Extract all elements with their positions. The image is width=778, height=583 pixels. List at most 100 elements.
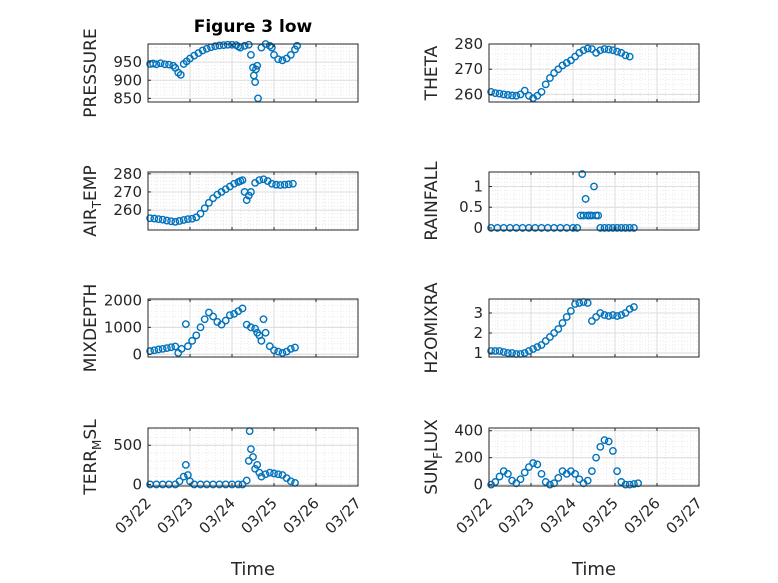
data-point: [575, 299, 584, 307]
data-point: [525, 463, 533, 472]
data-point: [246, 50, 255, 59]
data-point: [200, 315, 209, 324]
axes-background: [489, 299, 699, 357]
data-point: [252, 65, 260, 74]
data-point: [588, 467, 596, 476]
data-point: [583, 299, 592, 307]
y-tick-label: 0: [132, 345, 142, 363]
data-point: [512, 91, 521, 100]
x-tick-label: 03/26: [280, 494, 323, 537]
y-axis-label: MIXDEPTH: [81, 284, 101, 373]
y-axis-label: PRESSURE: [81, 28, 101, 117]
y-tick-label: 0.5: [459, 198, 483, 216]
data-point: [604, 437, 613, 446]
data-point: [537, 469, 546, 478]
data-point: [604, 224, 613, 232]
data-point: [211, 42, 220, 51]
data-point: [550, 479, 558, 488]
data-point: [179, 216, 188, 224]
y-tick-label: 0: [132, 475, 142, 493]
x-tick-label: 03/27: [663, 494, 706, 537]
data-point: [508, 349, 516, 357]
data-point: [613, 467, 621, 476]
x-tick-label: 03/25: [238, 494, 281, 537]
data-point: [503, 349, 512, 357]
data-point: [550, 329, 558, 337]
y-tick-label: 1: [473, 178, 483, 196]
data-point: [291, 343, 299, 352]
data-point: [499, 90, 508, 99]
data-point: [169, 61, 178, 70]
x-tick-label: 03/25: [579, 494, 622, 537]
data-point: [175, 477, 184, 486]
data-point: [516, 90, 525, 99]
x-tick-label: 03/24: [196, 494, 239, 537]
data-point: [209, 312, 218, 321]
data-point: [230, 179, 239, 188]
y-tick-label: 0: [473, 476, 483, 494]
y-axis-label: H2OMIXRA: [422, 282, 442, 373]
data-point: [251, 78, 260, 86]
data-point: [249, 453, 257, 461]
data-point: [181, 320, 190, 328]
axes-box: [488, 43, 700, 103]
axes-box: [147, 171, 359, 231]
data-point: [160, 60, 169, 69]
x-tick-label: 03/24: [537, 494, 580, 537]
data-point: [183, 215, 192, 224]
panel-rainfall: 0 0.5 1 RAINFALL: [422, 161, 700, 241]
data-point: [156, 59, 165, 68]
data-point: [204, 198, 213, 207]
data-point: [154, 215, 163, 224]
y-tick-label: 0: [473, 219, 483, 237]
data-point: [238, 480, 247, 489]
data-point: [546, 480, 554, 489]
data-point: [588, 317, 596, 325]
data-point: [525, 347, 533, 355]
data-point: [177, 345, 186, 353]
data-point: [251, 464, 260, 473]
data-point: [621, 309, 630, 317]
data-point: [150, 346, 159, 355]
data-point: [261, 328, 270, 337]
data-point: [600, 224, 609, 232]
data-point: [592, 453, 600, 462]
data-point: [286, 345, 295, 353]
data-point: [179, 472, 188, 481]
data-point: [546, 333, 554, 341]
data-point: [594, 211, 603, 220]
data-point: [259, 315, 268, 324]
data-point: [246, 323, 255, 332]
data-point: [251, 324, 260, 333]
data-point: [554, 474, 563, 482]
x-axis-label-right: Time: [571, 559, 616, 580]
data-point: [255, 176, 264, 185]
data-point: [604, 45, 613, 54]
x-tick-label: 03/23: [495, 494, 538, 537]
data-point: [520, 349, 529, 357]
data-point: [617, 311, 626, 319]
data-point: [288, 179, 297, 188]
data-point: [253, 460, 262, 469]
y-axis-label: RAINFALL: [422, 161, 442, 241]
data-point: [630, 480, 638, 488]
data-point: [600, 45, 609, 53]
axes-background: [489, 44, 699, 102]
data-point: [609, 311, 617, 319]
axes-box: [488, 171, 700, 231]
data-point: [491, 89, 500, 98]
axes-box: [147, 427, 359, 487]
data-point: [583, 44, 592, 53]
data-point: [571, 52, 579, 61]
y-tick-label: 270: [113, 183, 142, 201]
data-point: [533, 460, 542, 469]
data-point: [181, 460, 190, 469]
data-point: [158, 345, 167, 353]
data-point: [520, 86, 529, 95]
data-point: [259, 175, 268, 184]
y-tick-label: 950: [113, 53, 142, 71]
axes-background: [148, 299, 358, 357]
data-point: [272, 180, 280, 189]
data-point: [158, 215, 167, 224]
